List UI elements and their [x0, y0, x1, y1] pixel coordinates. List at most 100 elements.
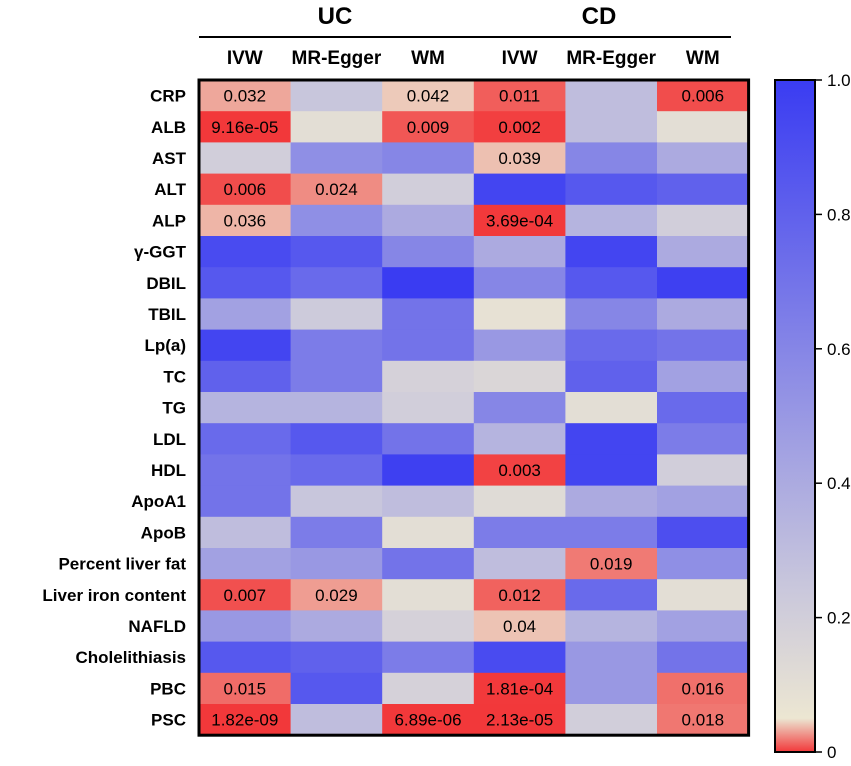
cell-value-label: 0.019 [590, 555, 633, 574]
heatmap-cell [290, 672, 383, 705]
column-label: IVW [502, 48, 538, 69]
cell-value-label: 0.036 [224, 211, 267, 230]
heatmap-cell [382, 392, 475, 424]
heatmap-cell [657, 641, 750, 674]
heatmap-cell [290, 516, 383, 549]
heatmap-cell [657, 360, 750, 393]
heatmap-cell [382, 80, 475, 112]
heatmap-cell [473, 516, 566, 549]
heatmap-cell [290, 641, 383, 674]
row-label: TC [163, 367, 186, 386]
row-label: CRP [150, 87, 186, 106]
heatmap-cell [382, 267, 475, 299]
heatmap-cell [657, 485, 750, 518]
heatmap-cell [473, 267, 566, 299]
cell-value-label: 0.042 [407, 87, 450, 106]
heatmap-cell [473, 298, 566, 331]
heatmap-cell [290, 485, 383, 518]
heatmap-cell [290, 298, 383, 331]
heatmap-cell [473, 204, 566, 237]
column-label: MR-Egger [566, 48, 656, 69]
heatmap-cell [657, 298, 750, 331]
heatmap-cell [657, 548, 750, 580]
row-label: DBIL [146, 274, 186, 293]
row-label: NAFLD [128, 617, 186, 636]
cell-value-label: 0.006 [682, 87, 725, 106]
heatmap-cell [290, 142, 383, 175]
heatmap-cell [657, 111, 750, 143]
row-label: Liver iron content [42, 586, 186, 605]
cell-value-label: 0.006 [224, 180, 267, 199]
colorbar [774, 79, 816, 753]
heatmap-cell [657, 454, 750, 487]
heatmap-cell [290, 579, 383, 611]
group-label-cd: CD [582, 3, 617, 30]
heatmap-cell [565, 516, 658, 549]
heatmap-cell [199, 516, 292, 549]
heatmap-cell [565, 641, 658, 674]
heatmap-cell [382, 142, 475, 175]
heatmap-cell [657, 516, 750, 549]
heatmap-cell [199, 672, 292, 705]
heatmap-cell [382, 360, 475, 393]
cell-value-label: 1.81e-04 [486, 679, 553, 698]
heatmap-cell [565, 204, 658, 237]
heatmap-cell [565, 111, 658, 143]
cell-value-label: 0.04 [503, 617, 536, 636]
heatmap-cell [382, 454, 475, 487]
heatmap-cell [565, 360, 658, 393]
cell-value-label: 3.69e-04 [486, 211, 553, 230]
heatmap-cell [657, 267, 750, 299]
heatmap-cell [473, 672, 566, 705]
row-label: LDL [153, 430, 186, 449]
heatmap-cell [565, 236, 658, 268]
colorbar-tick-label: 0.4 [827, 474, 851, 493]
heatmap-cell [473, 641, 566, 674]
heatmap-cell [382, 548, 475, 580]
heatmap-cell [473, 423, 566, 455]
heatmap-cell [473, 610, 566, 643]
cell-value-label: 0.009 [407, 118, 450, 137]
heatmap-cell [382, 111, 475, 143]
heatmap-cell [657, 579, 750, 611]
cell-value-label: 2.13e-05 [486, 711, 553, 730]
heatmap-cell [199, 610, 292, 643]
colorbar-tick-label: 0 [827, 743, 836, 762]
row-label: PBC [150, 679, 186, 698]
row-label: Cholelithiasis [75, 648, 186, 667]
heatmap-cell [199, 236, 292, 268]
heatmap-cell [382, 173, 475, 206]
heatmap-cell [290, 704, 383, 736]
heatmap-cell [290, 423, 383, 455]
cell-value-label: 9.16e-05 [211, 118, 278, 137]
heatmap-cell [199, 548, 292, 580]
heatmap-cell [565, 173, 658, 206]
heatmap-cell [290, 111, 383, 143]
heatmap-cell [565, 548, 658, 580]
heatmap-cell [199, 173, 292, 206]
heatmap-cell [199, 392, 292, 424]
heatmap-cell [290, 173, 383, 206]
colorbar-tick-label: 0.6 [827, 340, 851, 359]
heatmap-cell [657, 173, 750, 206]
cell-value-label: 1.82e-09 [211, 711, 278, 730]
heatmap-cell [199, 641, 292, 674]
cell-value-label: 0.015 [224, 679, 267, 698]
heatmap-cell [199, 423, 292, 455]
heatmap-cell [657, 329, 750, 362]
row-label: ALP [152, 211, 186, 230]
heatmap-cell [473, 548, 566, 580]
heatmap-cell [657, 704, 750, 736]
row-label: AST [152, 149, 187, 168]
row-label: PSC [151, 711, 186, 730]
heatmap-cell [290, 392, 383, 424]
heatmap-cell [382, 610, 475, 643]
heatmap-cell [199, 329, 292, 362]
heatmap-cell [657, 236, 750, 268]
cell-value-label: 0.002 [498, 118, 541, 137]
heatmap-cell [657, 392, 750, 424]
heatmap-cell [290, 454, 383, 487]
column-label: MR-Egger [292, 48, 382, 69]
heatmap-cell [657, 423, 750, 455]
